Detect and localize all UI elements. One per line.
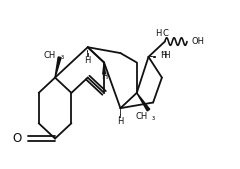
Text: ₃: ₃ bbox=[152, 113, 155, 122]
Text: C: C bbox=[163, 29, 169, 38]
Text: H: H bbox=[155, 29, 162, 38]
Text: ”H: ”H bbox=[160, 51, 171, 60]
Text: H: H bbox=[84, 56, 91, 65]
Text: H: H bbox=[117, 117, 124, 126]
Text: ₃: ₃ bbox=[60, 52, 64, 61]
Polygon shape bbox=[137, 93, 150, 111]
Text: H: H bbox=[101, 72, 107, 81]
Text: CH: CH bbox=[44, 51, 56, 60]
Text: OH: OH bbox=[192, 37, 205, 46]
Text: CH: CH bbox=[135, 112, 147, 121]
Text: H: H bbox=[160, 51, 166, 60]
Polygon shape bbox=[103, 63, 105, 74]
Polygon shape bbox=[55, 57, 61, 78]
Text: O: O bbox=[12, 132, 22, 145]
